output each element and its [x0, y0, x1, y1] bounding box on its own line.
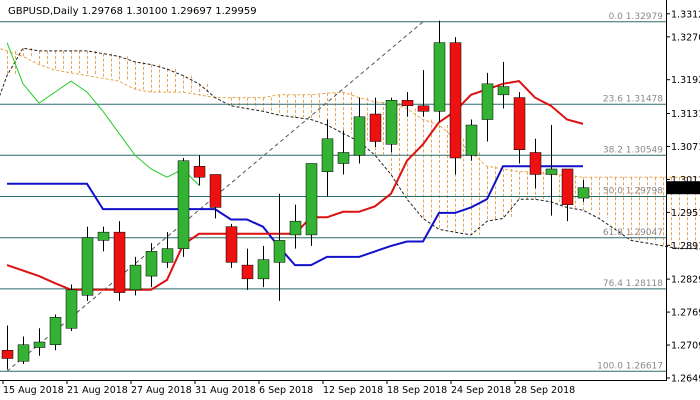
price-tick-label: 1.32705 [671, 32, 700, 43]
candle-body [545, 168, 558, 175]
date-tick-label: 28 Sep 2018 [515, 385, 575, 396]
candle-body [81, 237, 94, 296]
candle-body [417, 105, 430, 112]
candle-body [241, 264, 254, 280]
date-tick-label: 6 Sep 2018 [259, 385, 313, 396]
candle-body [369, 113, 382, 142]
date-tick-label: 21 Aug 2018 [67, 385, 128, 396]
price-tick-label: 1.30710 [671, 142, 700, 153]
price-tick-label: 1.29510 [671, 208, 700, 219]
price-tick-label: 1.27695 [671, 308, 700, 319]
time-axis: 15 Aug 2018 21 Aug 2018 27 Aug 2018 31 Aug … [2, 380, 575, 396]
senkou-span-a [0, 47, 700, 178]
date-tick-label: 18 Sep 2018 [387, 385, 447, 396]
candle-body [385, 100, 398, 145]
candle-body [113, 231, 126, 293]
candlesticks [1, 20, 590, 370]
price-tick-label: 1.33125 [671, 9, 700, 20]
candle-body [209, 174, 222, 208]
candle-body [433, 42, 446, 112]
fib-level-label: 38.2 1.30549 [603, 145, 663, 155]
candle-body [33, 341, 46, 348]
price-tick-label: 1.30110 [671, 175, 700, 186]
candle-body [129, 264, 142, 291]
candle-body [465, 124, 478, 156]
current-price-label: 1.29959 [668, 183, 700, 194]
price-tick-label: 1.31310 [671, 109, 700, 120]
date-tick-label: 24 Sep 2018 [451, 385, 511, 396]
chikou-span-line [6, 42, 200, 186]
candle-body [529, 152, 542, 175]
date-tick-label: 12 Sep 2018 [323, 385, 383, 396]
candle-body [337, 152, 350, 164]
price-tick-label: 1.31925 [671, 75, 700, 86]
price-tick-label: 1.27095 [671, 341, 700, 352]
fib-level-label: 23.6 1.31478 [603, 94, 663, 104]
candle-body [193, 165, 206, 178]
fib-level-label: 76.4 1.28118 [603, 279, 663, 289]
candle-body [513, 97, 526, 151]
fibonacci-labels: 0.0 1.32979 23.6 1.31478 38.2 1.30549 50.0 … [597, 12, 663, 371]
candle-body [561, 168, 574, 205]
candle-body [225, 226, 238, 263]
candle-body [273, 240, 286, 263]
candle-body [161, 248, 174, 263]
date-tick-label: 15 Aug 2018 [3, 385, 64, 396]
candle-body [49, 317, 62, 346]
candle-body [401, 100, 414, 107]
candle-body [177, 160, 190, 249]
candle-body [353, 116, 366, 156]
candle-body [481, 83, 494, 120]
date-tick-label: 27 Aug 2018 [131, 385, 192, 396]
fib-level-label: 50.0 1.29798 [603, 187, 663, 197]
price-tick-label: 1.28295 [671, 275, 700, 286]
candle-body [449, 42, 462, 159]
chart-title: GBPUSD,Daily 1.29768 1.30100 1.29697 1.2… [8, 6, 257, 17]
candle-body [257, 259, 270, 280]
candle-body [577, 187, 590, 199]
candle-body [145, 251, 158, 277]
candle-body [1, 350, 14, 359]
price-axis: 1.33125 1.32705 1.31925 1.31310 1.30710 1.301… [666, 9, 700, 385]
current-price-box [667, 181, 700, 195]
candle-body [65, 289, 78, 329]
kijun-sen-line [7, 165, 583, 267]
price-tick-label: 1.26495 [671, 374, 700, 385]
date-tick-label: 31 Aug 2018 [195, 385, 256, 396]
candle-body [289, 220, 302, 236]
candle-body [97, 231, 110, 241]
current-price-marker: 1.29959 [667, 181, 700, 195]
fib-level-label: 61.8 1.29047 [603, 228, 663, 238]
candle-body [17, 344, 30, 362]
senkou-span-b [0, 47, 700, 250]
fib-level-label: 0.0 1.32979 [609, 12, 664, 22]
fib-level-label: 100.0 1.26617 [597, 361, 663, 371]
candle-body [305, 163, 318, 236]
candle-body [497, 86, 510, 96]
price-tick-label: 1.28910 [671, 241, 700, 252]
candle-body [321, 138, 334, 172]
